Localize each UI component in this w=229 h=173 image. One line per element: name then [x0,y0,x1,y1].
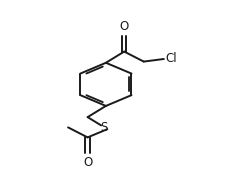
Text: O: O [119,20,128,33]
Text: O: O [83,156,92,170]
Text: S: S [100,121,107,134]
Text: Cl: Cl [164,52,176,66]
